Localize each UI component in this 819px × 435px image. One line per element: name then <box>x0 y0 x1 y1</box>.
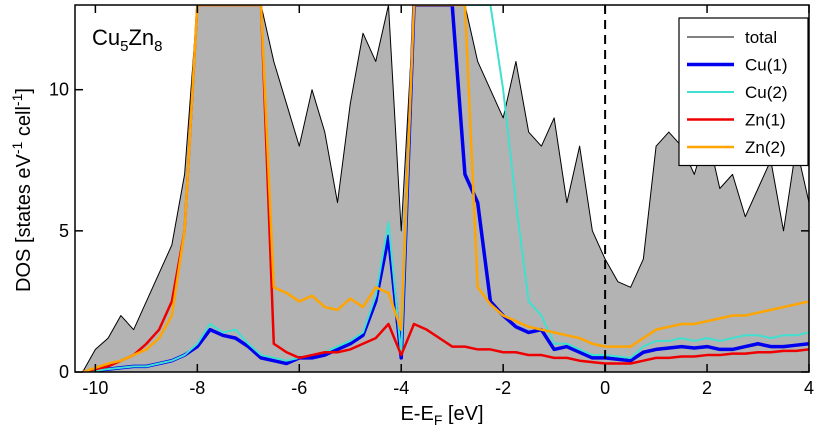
line <box>82 5 809 372</box>
x-tick-label: -8 <box>189 378 205 398</box>
annotation-sub: 5 <box>120 38 128 55</box>
line <box>82 5 809 372</box>
axes: -10 -8 -6 -4 -2 0 2 4 0 5 10 <box>49 4 814 398</box>
x-tick-label: -2 <box>495 378 511 398</box>
annotation-part: Zn <box>128 25 154 50</box>
legend-label: Cu(2) <box>745 83 788 102</box>
annotation: Cu5Zn8 <box>92 25 163 55</box>
y-label-part: DOS [states eV <box>13 153 35 291</box>
x-tick-label: 2 <box>702 378 712 398</box>
legend-label: total <box>745 28 777 47</box>
legend-label: Cu(1) <box>745 56 788 75</box>
line <box>82 5 809 372</box>
legend-label: Zn(2) <box>745 138 786 157</box>
line <box>82 5 809 372</box>
y-tick-label: 5 <box>59 221 69 241</box>
y-label-sup: -1 <box>9 93 25 106</box>
x-label-part: [eV] <box>442 403 483 425</box>
x-tick-label: 0 <box>600 378 610 398</box>
y-axis-label: DOS [states eV-1 cell-1] <box>9 88 35 292</box>
frame <box>74 4 810 373</box>
annotation-part: Cu <box>92 25 120 50</box>
legend: total Cu(1) Cu(2) Zn(1) Zn(2) <box>678 17 809 167</box>
legend-label: Zn(1) <box>745 111 786 130</box>
y-label-sup: -1 <box>9 141 25 154</box>
x-label-sub: F <box>434 412 443 428</box>
y-label-part: cell <box>13 106 35 142</box>
x-tick-label: 4 <box>804 378 814 398</box>
y-tick-label: 10 <box>49 80 69 100</box>
x-axis-label: E-EF [eV] <box>400 403 483 428</box>
x-tick-label: -10 <box>82 378 108 398</box>
x-tick-label: -4 <box>393 378 409 398</box>
x-label-part: E-E <box>400 403 433 425</box>
y-tick-label: 0 <box>59 362 69 382</box>
y-label-part: ] <box>13 88 35 94</box>
annotation-sub: 8 <box>154 38 162 55</box>
x-tick-label: -6 <box>291 378 307 398</box>
